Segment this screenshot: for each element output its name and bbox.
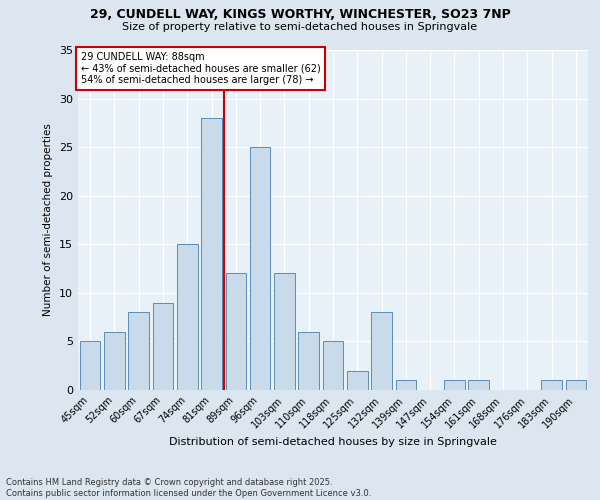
Bar <box>469 380 489 390</box>
Bar <box>80 342 100 390</box>
Bar <box>104 332 125 390</box>
Bar <box>274 274 295 390</box>
Bar <box>177 244 197 390</box>
Bar <box>128 312 149 390</box>
Bar <box>566 380 586 390</box>
Y-axis label: Number of semi-detached properties: Number of semi-detached properties <box>43 124 53 316</box>
Bar <box>298 332 319 390</box>
Bar <box>226 274 246 390</box>
Bar <box>347 370 368 390</box>
Bar <box>152 302 173 390</box>
Bar <box>250 147 271 390</box>
Text: Contains HM Land Registry data © Crown copyright and database right 2025.
Contai: Contains HM Land Registry data © Crown c… <box>6 478 371 498</box>
Bar <box>444 380 465 390</box>
Bar <box>201 118 222 390</box>
Bar <box>371 312 392 390</box>
X-axis label: Distribution of semi-detached houses by size in Springvale: Distribution of semi-detached houses by … <box>169 436 497 446</box>
Bar <box>541 380 562 390</box>
Bar <box>323 342 343 390</box>
Bar <box>395 380 416 390</box>
Text: 29 CUNDELL WAY: 88sqm
← 43% of semi-detached houses are smaller (62)
54% of semi: 29 CUNDELL WAY: 88sqm ← 43% of semi-deta… <box>80 52 320 85</box>
Text: 29, CUNDELL WAY, KINGS WORTHY, WINCHESTER, SO23 7NP: 29, CUNDELL WAY, KINGS WORTHY, WINCHESTE… <box>89 8 511 20</box>
Text: Size of property relative to semi-detached houses in Springvale: Size of property relative to semi-detach… <box>122 22 478 32</box>
